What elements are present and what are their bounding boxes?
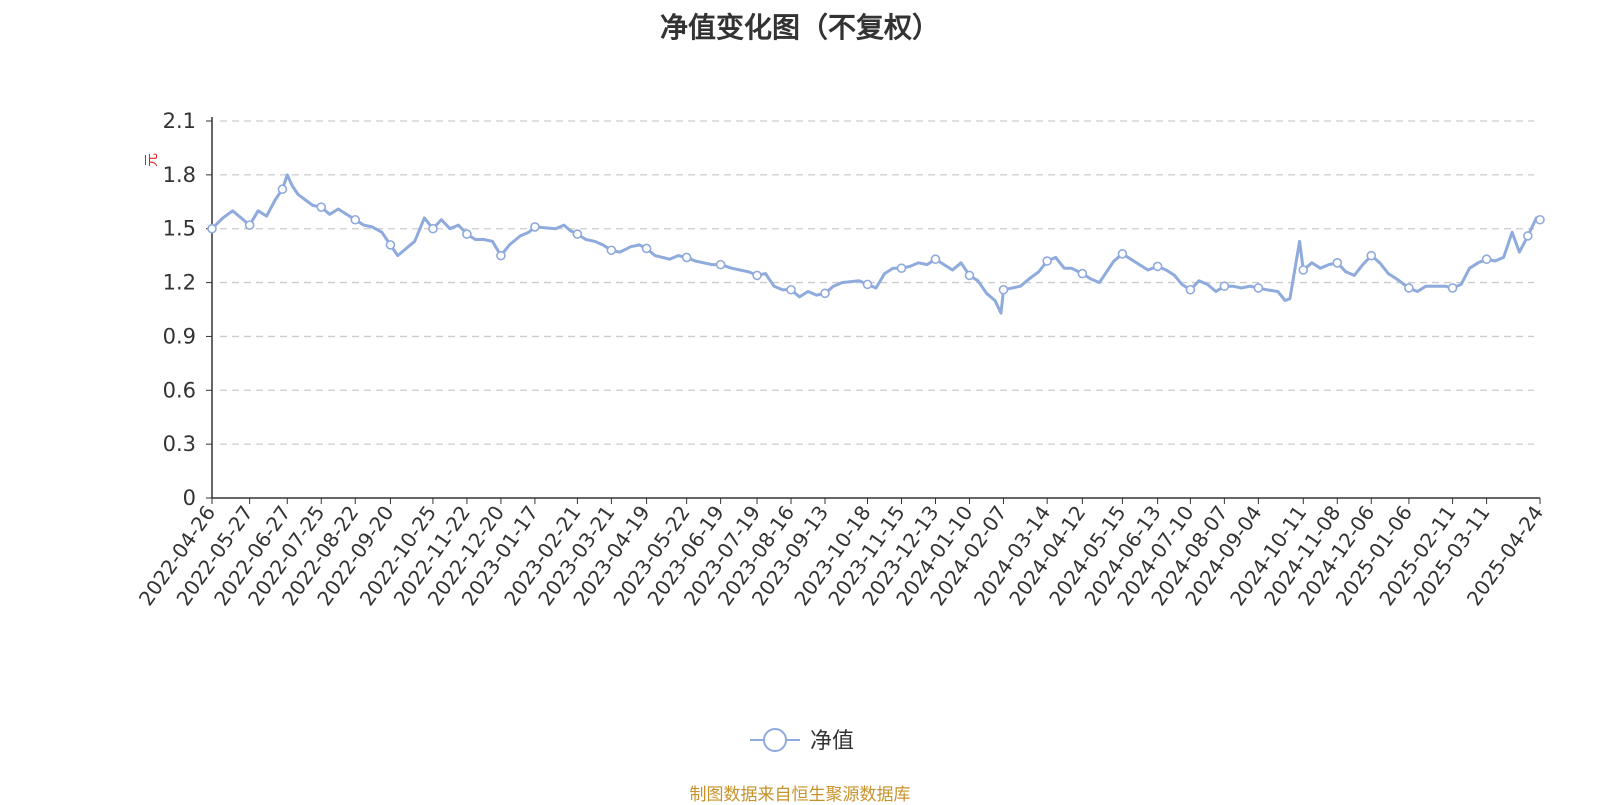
data-point-marker — [1219, 281, 1230, 291]
data-point-marker — [462, 229, 472, 239]
grid-lines — [220, 120, 1534, 445]
data-point-marker — [316, 202, 327, 212]
data-point-marker — [572, 229, 583, 239]
y-tick-label: 0 — [183, 486, 196, 510]
y-tick-label: 1.2 — [163, 271, 196, 295]
data-point-marker — [1481, 254, 1492, 265]
data-point-marker — [752, 270, 762, 281]
data-point-marker — [820, 288, 830, 299]
data-point-marker — [530, 222, 540, 232]
legend-marker-icon — [763, 728, 787, 752]
data-point-marker — [1185, 284, 1196, 295]
y-axis-unit-label: 元 — [144, 153, 160, 167]
data-point-marker — [964, 270, 975, 281]
axes — [206, 117, 1541, 504]
data-point-marker — [244, 220, 255, 230]
data-point-marker — [428, 223, 438, 234]
data-point-marker — [786, 284, 796, 295]
data-point-marker — [1298, 265, 1309, 275]
data-point-marker — [1042, 256, 1052, 266]
data-point-marker — [277, 184, 288, 195]
source-footer: 制图数据来自恒生聚源数据库 — [689, 785, 911, 805]
data-point-marker — [715, 259, 726, 270]
data-point-marker — [1523, 231, 1533, 241]
series-line — [210, 173, 1542, 315]
data-point-marker — [1152, 261, 1163, 272]
data-point-marker — [998, 284, 1009, 295]
y-tick-label: 2.1 — [163, 109, 196, 133]
data-point-marker — [1253, 283, 1264, 293]
series-layer — [207, 173, 1545, 315]
y-tick-label: 1.8 — [163, 163, 196, 187]
data-point-marker — [385, 240, 396, 250]
data-point-marker — [207, 223, 217, 234]
data-point-marker — [862, 279, 873, 290]
chart-title: 净值变化图（不复权） — [659, 11, 940, 44]
data-point-marker — [930, 254, 941, 265]
y-tick-labels: 0 0.3 0.6 0.9 1.2 1.5 1.8 2.1 — [163, 109, 196, 510]
data-point-marker — [1117, 249, 1128, 259]
data-point-marker — [496, 250, 506, 261]
data-point-marker — [681, 252, 692, 263]
data-point-marker — [1535, 214, 1545, 225]
data-point-marker — [1077, 268, 1088, 279]
data-point-marker — [1366, 250, 1377, 261]
data-point-marker — [606, 245, 617, 256]
y-tick-label: 0.9 — [163, 324, 196, 348]
y-tick-label: 0.6 — [163, 378, 196, 402]
x-tick-labels: 2022-04-262022-05-272022-06-272022-07-25… — [134, 501, 1548, 610]
legend-entry-label: 净值 — [810, 729, 854, 754]
data-point-marker — [641, 243, 652, 254]
data-point-marker — [350, 214, 361, 225]
data-point-marker — [1404, 283, 1414, 293]
y-tick-label: 0.3 — [163, 432, 196, 456]
legend[interactable]: 净值 — [750, 728, 854, 754]
data-point-marker — [896, 263, 907, 274]
y-tick-label: 1.5 — [163, 217, 196, 241]
data-point-marker — [1332, 258, 1343, 268]
data-point-marker — [1447, 283, 1458, 293]
